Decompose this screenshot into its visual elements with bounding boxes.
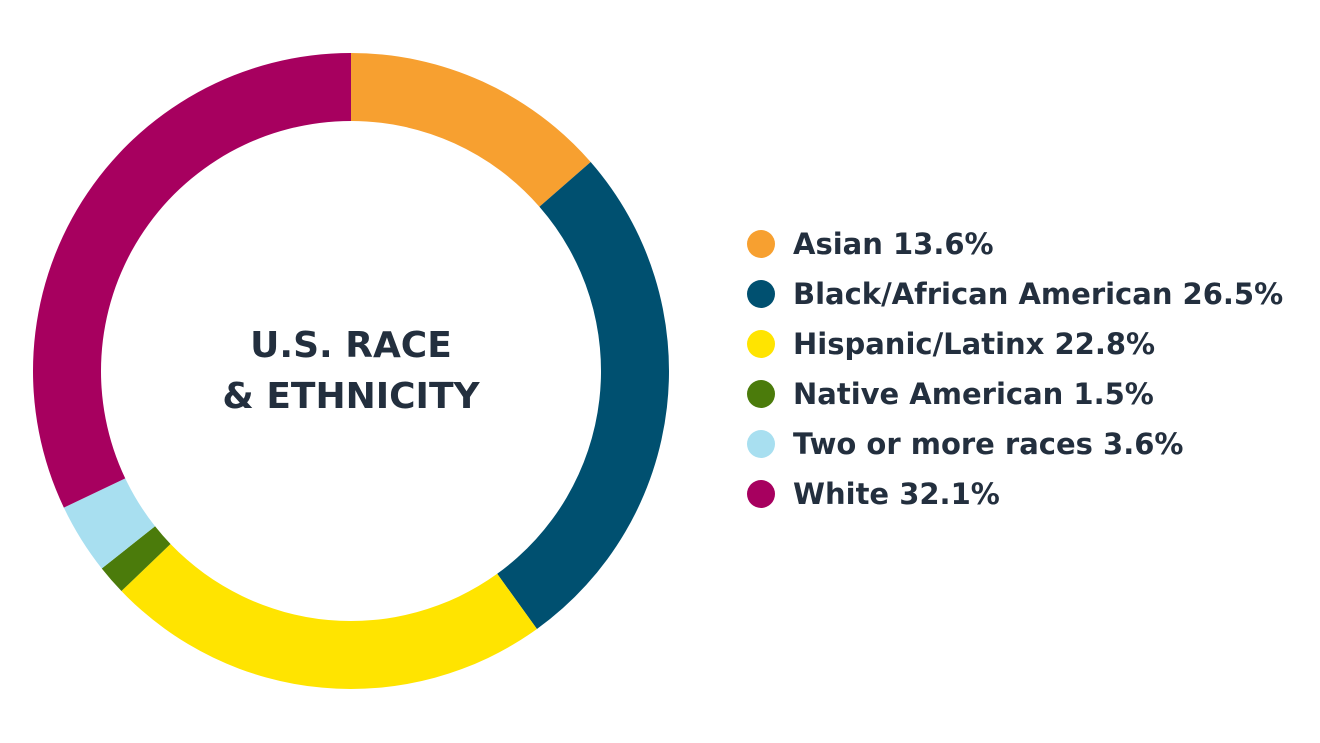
legend-label-black: Black/African American 26.5%: [793, 277, 1283, 311]
legend: Asian 13.6% Black/African American 26.5%…: [747, 227, 1283, 511]
legend-item-black: Black/African American 26.5%: [747, 277, 1283, 311]
donut-slice-native-american: [101, 526, 171, 592]
legend-label-white: White 32.1%: [793, 477, 1000, 511]
donut-slice-two-or-more: [63, 478, 156, 569]
legend-swatch-black: [747, 280, 775, 308]
legend-item-two-or-more: Two or more races 3.6%: [747, 427, 1183, 461]
legend-swatch-two-or-more: [747, 430, 775, 458]
donut-slice-white: [32, 53, 352, 508]
donut-slice-asian: [351, 53, 591, 207]
legend-item-asian: Asian 13.6%: [747, 227, 994, 261]
legend-item-hispanic: Hispanic/Latinx 22.8%: [747, 327, 1155, 361]
center-title-line-2: & ETHNICITY: [222, 376, 480, 417]
legend-label-two-or-more: Two or more races 3.6%: [793, 427, 1183, 461]
legend-label-hispanic: Hispanic/Latinx 22.8%: [793, 327, 1155, 361]
legend-item-white: White 32.1%: [747, 477, 1000, 511]
legend-item-native-american: Native American 1.5%: [747, 377, 1154, 411]
donut-slice-black: [497, 162, 669, 629]
legend-swatch-native-american: [747, 380, 775, 408]
chart-center-title: U.S. RACE & ETHNICITY: [222, 325, 480, 417]
legend-swatch-hispanic: [747, 330, 775, 358]
center-title-line-1: U.S. RACE: [250, 325, 452, 366]
legend-label-asian: Asian 13.6%: [793, 227, 994, 261]
legend-swatch-asian: [747, 230, 775, 258]
legend-label-native-american: Native American 1.5%: [793, 377, 1154, 411]
legend-swatch-white: [747, 480, 775, 508]
donut-slices: [32, 53, 669, 689]
donut-slice-hispanic: [121, 543, 537, 689]
